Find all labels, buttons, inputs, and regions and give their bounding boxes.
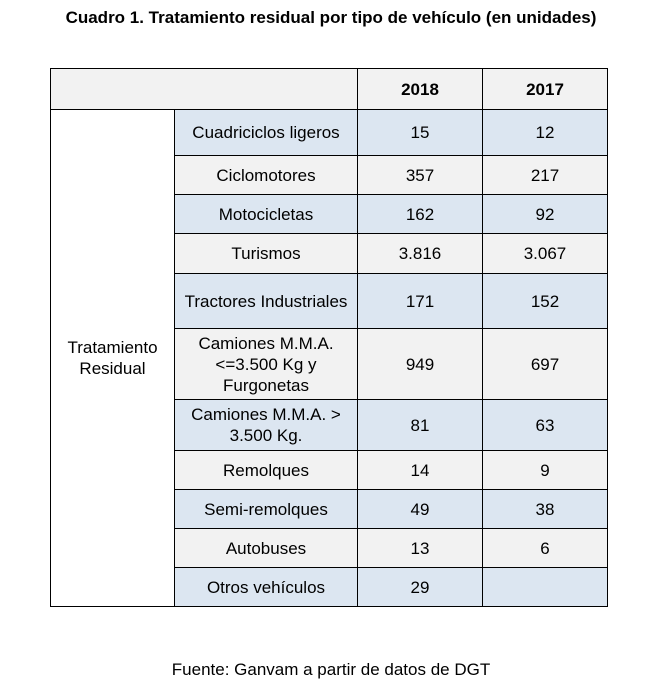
source-note: Fuente: Ganvam a partir de datos de DGT — [171, 660, 491, 679]
table-row: Motocicletas 162 92 — [51, 194, 608, 234]
cell-2018: 81 — [357, 399, 483, 451]
cell-2017: 9 — [482, 450, 608, 490]
cell-2018: 171 — [357, 273, 483, 329]
cell-2018: 29 — [357, 567, 483, 607]
row-label: Turismos — [174, 233, 358, 274]
cell-2017: 38 — [482, 489, 608, 529]
row-label: Remolques — [174, 450, 358, 490]
cell-2018: 13 — [357, 528, 483, 568]
table-row: Ciclomotores 357 217 — [51, 155, 608, 195]
cell-2017: 3.067 — [482, 233, 608, 274]
row-label: Tractores Industriales — [174, 273, 358, 329]
table-row: Turismos 3.816 3.067 — [51, 233, 608, 274]
table-row: Otros vehículos 29 — [51, 567, 608, 607]
cell-2018: 162 — [357, 194, 483, 234]
column-header-2018: 2018 — [357, 68, 483, 110]
cell-2017: 92 — [482, 194, 608, 234]
cell-2017: 6 — [482, 528, 608, 568]
table-row: Autobuses 13 6 — [51, 528, 608, 568]
row-label: Autobuses — [174, 528, 358, 568]
cell-2018: 14 — [357, 450, 483, 490]
group-label: Tratamiento Residual — [50, 109, 175, 607]
cell-2018: 357 — [357, 155, 483, 195]
row-label: Semi-remolques — [174, 489, 358, 529]
table-row: Camiones M.M.A. <=3.500 Kg y Furgonetas … — [51, 328, 608, 400]
cell-2018: 15 — [357, 109, 483, 156]
header-empty-cell — [50, 68, 358, 110]
row-label: Motocicletas — [174, 194, 358, 234]
cell-2018: 49 — [357, 489, 483, 529]
cell-2018: 3.816 — [357, 233, 483, 274]
cell-2017: 217 — [482, 155, 608, 195]
cell-2018: 949 — [357, 328, 483, 400]
cell-2017: 152 — [482, 273, 608, 329]
row-label: Camiones M.M.A. > 3.500 Kg. — [174, 399, 358, 451]
header-row: 2018 2017 — [50, 68, 608, 110]
row-label: Cuadriciclos ligeros — [174, 109, 358, 156]
row-label: Otros vehículos — [174, 567, 358, 607]
row-label: Ciclomotores — [174, 155, 358, 195]
cell-2017 — [482, 567, 608, 607]
table-title: Cuadro 1. Tratamiento residual por tipo … — [65, 8, 597, 27]
cell-2017: 63 — [482, 399, 608, 451]
cell-2017: 12 — [482, 109, 608, 156]
table-row: Tratamiento Residual Cuadriciclos ligero… — [50, 109, 608, 607]
cell-2017: 697 — [482, 328, 608, 400]
table-row: Semi-remolques 49 38 — [51, 489, 608, 529]
row-label: Camiones M.M.A. <=3.500 Kg y Furgonetas — [174, 328, 358, 400]
table-row: Tractores Industriales 171 152 — [51, 273, 608, 329]
data-table: 2018 2017 Tratamiento Residual Cuadricic… — [50, 68, 608, 607]
column-header-2017: 2017 — [482, 68, 608, 110]
